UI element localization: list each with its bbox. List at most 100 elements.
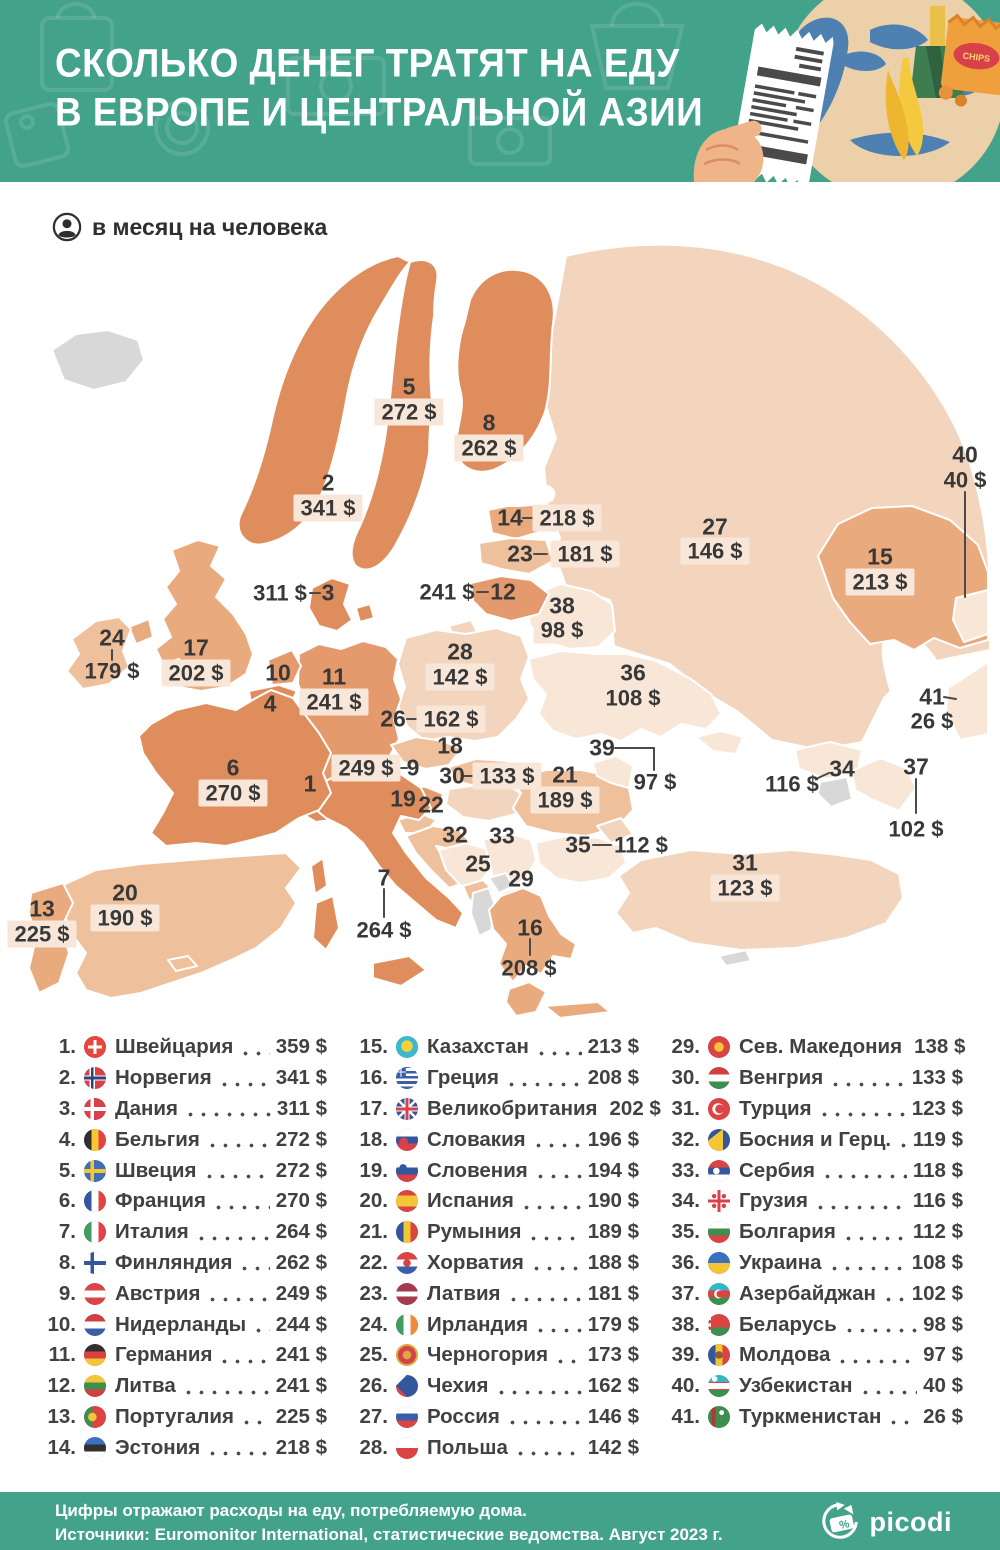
flag-icon-nl xyxy=(84,1313,106,1336)
legend-row: 1. Швейцария 359 $ xyxy=(43,1032,327,1063)
legend-row: 27. Россия 146 $ xyxy=(355,1402,639,1433)
country-name: Швеция xyxy=(115,1158,197,1182)
legend-row: 30. Венгрия 133 $ xyxy=(667,1063,963,1094)
country-name: Италия xyxy=(115,1220,189,1244)
legend-row: 40. Узбекистан 40 $ xyxy=(667,1371,963,1402)
legend-row: 29. Сев. Македония 138 $ xyxy=(667,1032,965,1063)
country-value: 202 $ xyxy=(609,1096,661,1120)
country-value: 146 $ xyxy=(587,1404,639,1428)
flag-icon-se xyxy=(84,1159,106,1182)
rank-number: 13. xyxy=(47,1404,77,1428)
country-albania xyxy=(470,887,497,937)
country-name: Турция xyxy=(739,1096,812,1120)
country-value: 194 $ xyxy=(587,1158,639,1182)
country-portugal xyxy=(28,882,74,994)
dot-leader xyxy=(252,1327,270,1333)
dot-leader xyxy=(494,1389,582,1395)
footer-notes: Цифры отражают расходы на еду, потребляе… xyxy=(55,1499,723,1547)
flag-icon-gr xyxy=(396,1067,418,1090)
country-name: Испания xyxy=(427,1189,514,1213)
legend-column-1: 1. Швейцария 359 $ 2. Норвегия 341 $ 3. Дания 31… xyxy=(43,1032,327,1463)
country-name: Казахстан xyxy=(427,1035,529,1059)
rank-number: 5. xyxy=(58,1158,76,1182)
legend-row: 38. Беларусь 98 $ xyxy=(667,1309,963,1340)
country-name: Великобритания xyxy=(427,1096,598,1120)
country-value: 262 $ xyxy=(275,1250,327,1274)
rank-number: 27. xyxy=(359,1404,389,1428)
flag-icon-ie xyxy=(396,1313,418,1336)
flag-icon-ee xyxy=(84,1436,106,1459)
country-value: 249 $ xyxy=(275,1281,327,1305)
flag-icon-dk xyxy=(84,1097,106,1120)
title-line-1: СКОЛЬКО ДЕНЕГ ТРАТЯТ НА ЕДУ xyxy=(55,42,680,86)
country-name: Чехия xyxy=(427,1374,489,1398)
hand-illustration xyxy=(693,120,764,182)
legend-row: 25. Черногория 173 $ xyxy=(355,1340,639,1371)
rank-number: 10. xyxy=(47,1312,77,1336)
country-name: Швейцария xyxy=(115,1035,234,1059)
country-value: 311 $ xyxy=(276,1096,327,1120)
kosovo xyxy=(488,872,514,894)
flag-icon-de xyxy=(84,1344,106,1367)
rank-number: 21. xyxy=(359,1220,389,1244)
country-value: 173 $ xyxy=(587,1343,639,1367)
legend-row: 9. Австрия 249 $ xyxy=(43,1278,327,1309)
chips-label: CHIPS xyxy=(962,51,991,64)
flag-icon-tm xyxy=(708,1405,730,1428)
country-name: Франция xyxy=(115,1189,206,1213)
rank-number: 15. xyxy=(359,1035,389,1059)
flag-icon-ch xyxy=(84,1036,106,1059)
country-poland xyxy=(397,627,530,742)
legend-row: 24. Ирландия 179 $ xyxy=(355,1309,639,1340)
country-uzbekistan xyxy=(952,589,989,643)
dot-leader xyxy=(519,1204,582,1210)
flag-icon-fi xyxy=(84,1251,106,1274)
country-name: Сев. Македония xyxy=(739,1035,903,1059)
country-value: 241 $ xyxy=(275,1374,327,1398)
rank-number: 12. xyxy=(47,1374,77,1398)
country-name: Бельгия xyxy=(115,1127,200,1151)
dot-leader xyxy=(211,1204,270,1210)
legend-row: 21. Румыния 189 $ xyxy=(355,1217,639,1248)
country-value: 142 $ xyxy=(587,1435,639,1459)
country-name: Нидерланды xyxy=(115,1312,247,1336)
dot-leader xyxy=(240,1420,270,1426)
dot-leader xyxy=(202,1173,270,1179)
gulf-of-bothnia xyxy=(428,299,470,523)
country-name: Дания xyxy=(115,1096,178,1120)
flag-icon-pl xyxy=(396,1436,418,1459)
dot-leader xyxy=(206,1297,270,1303)
legend-row: 23. Латвия 181 $ xyxy=(355,1278,639,1309)
flag-icon-it xyxy=(84,1221,106,1244)
rank-number: 29. xyxy=(671,1035,701,1059)
denmark-island xyxy=(355,603,375,623)
country-value: 270 $ xyxy=(275,1189,327,1213)
flag-icon-bg xyxy=(708,1221,730,1244)
rank-number: 8. xyxy=(58,1250,76,1274)
country-moldova xyxy=(592,755,634,789)
legend-row: 39. Молдова 97 $ xyxy=(667,1340,963,1371)
rank-number: 41. xyxy=(671,1404,701,1428)
legend-row: 26. Чехия 162 $ xyxy=(355,1371,639,1402)
rank-number: 33. xyxy=(671,1158,701,1182)
country-slovakia xyxy=(448,758,520,788)
peloponnese xyxy=(505,981,547,1017)
country-ireland xyxy=(66,616,132,690)
country-name: Босния и Герц. xyxy=(739,1127,892,1151)
country-lithuania xyxy=(470,575,550,622)
country-name: Словения xyxy=(427,1158,528,1182)
dot-leader xyxy=(506,1297,582,1303)
legend-row: 37. Азербайджан 102 $ xyxy=(667,1278,963,1309)
legend-row: 13. Португалия 225 $ xyxy=(43,1402,327,1433)
country-bosnia xyxy=(438,842,494,887)
banana-icon xyxy=(885,58,924,160)
rank-number: 40. xyxy=(671,1374,701,1398)
country-name: Беларусь xyxy=(739,1312,837,1336)
legend-row: 4. Бельгия 272 $ xyxy=(43,1124,327,1155)
country-estonia xyxy=(487,502,547,540)
flag-icon-ro xyxy=(396,1221,418,1244)
country-value: 244 $ xyxy=(275,1312,327,1336)
gulf-of-finland xyxy=(454,477,556,507)
country-name: Грузия xyxy=(739,1189,808,1213)
country-name: Черногория xyxy=(427,1343,549,1367)
